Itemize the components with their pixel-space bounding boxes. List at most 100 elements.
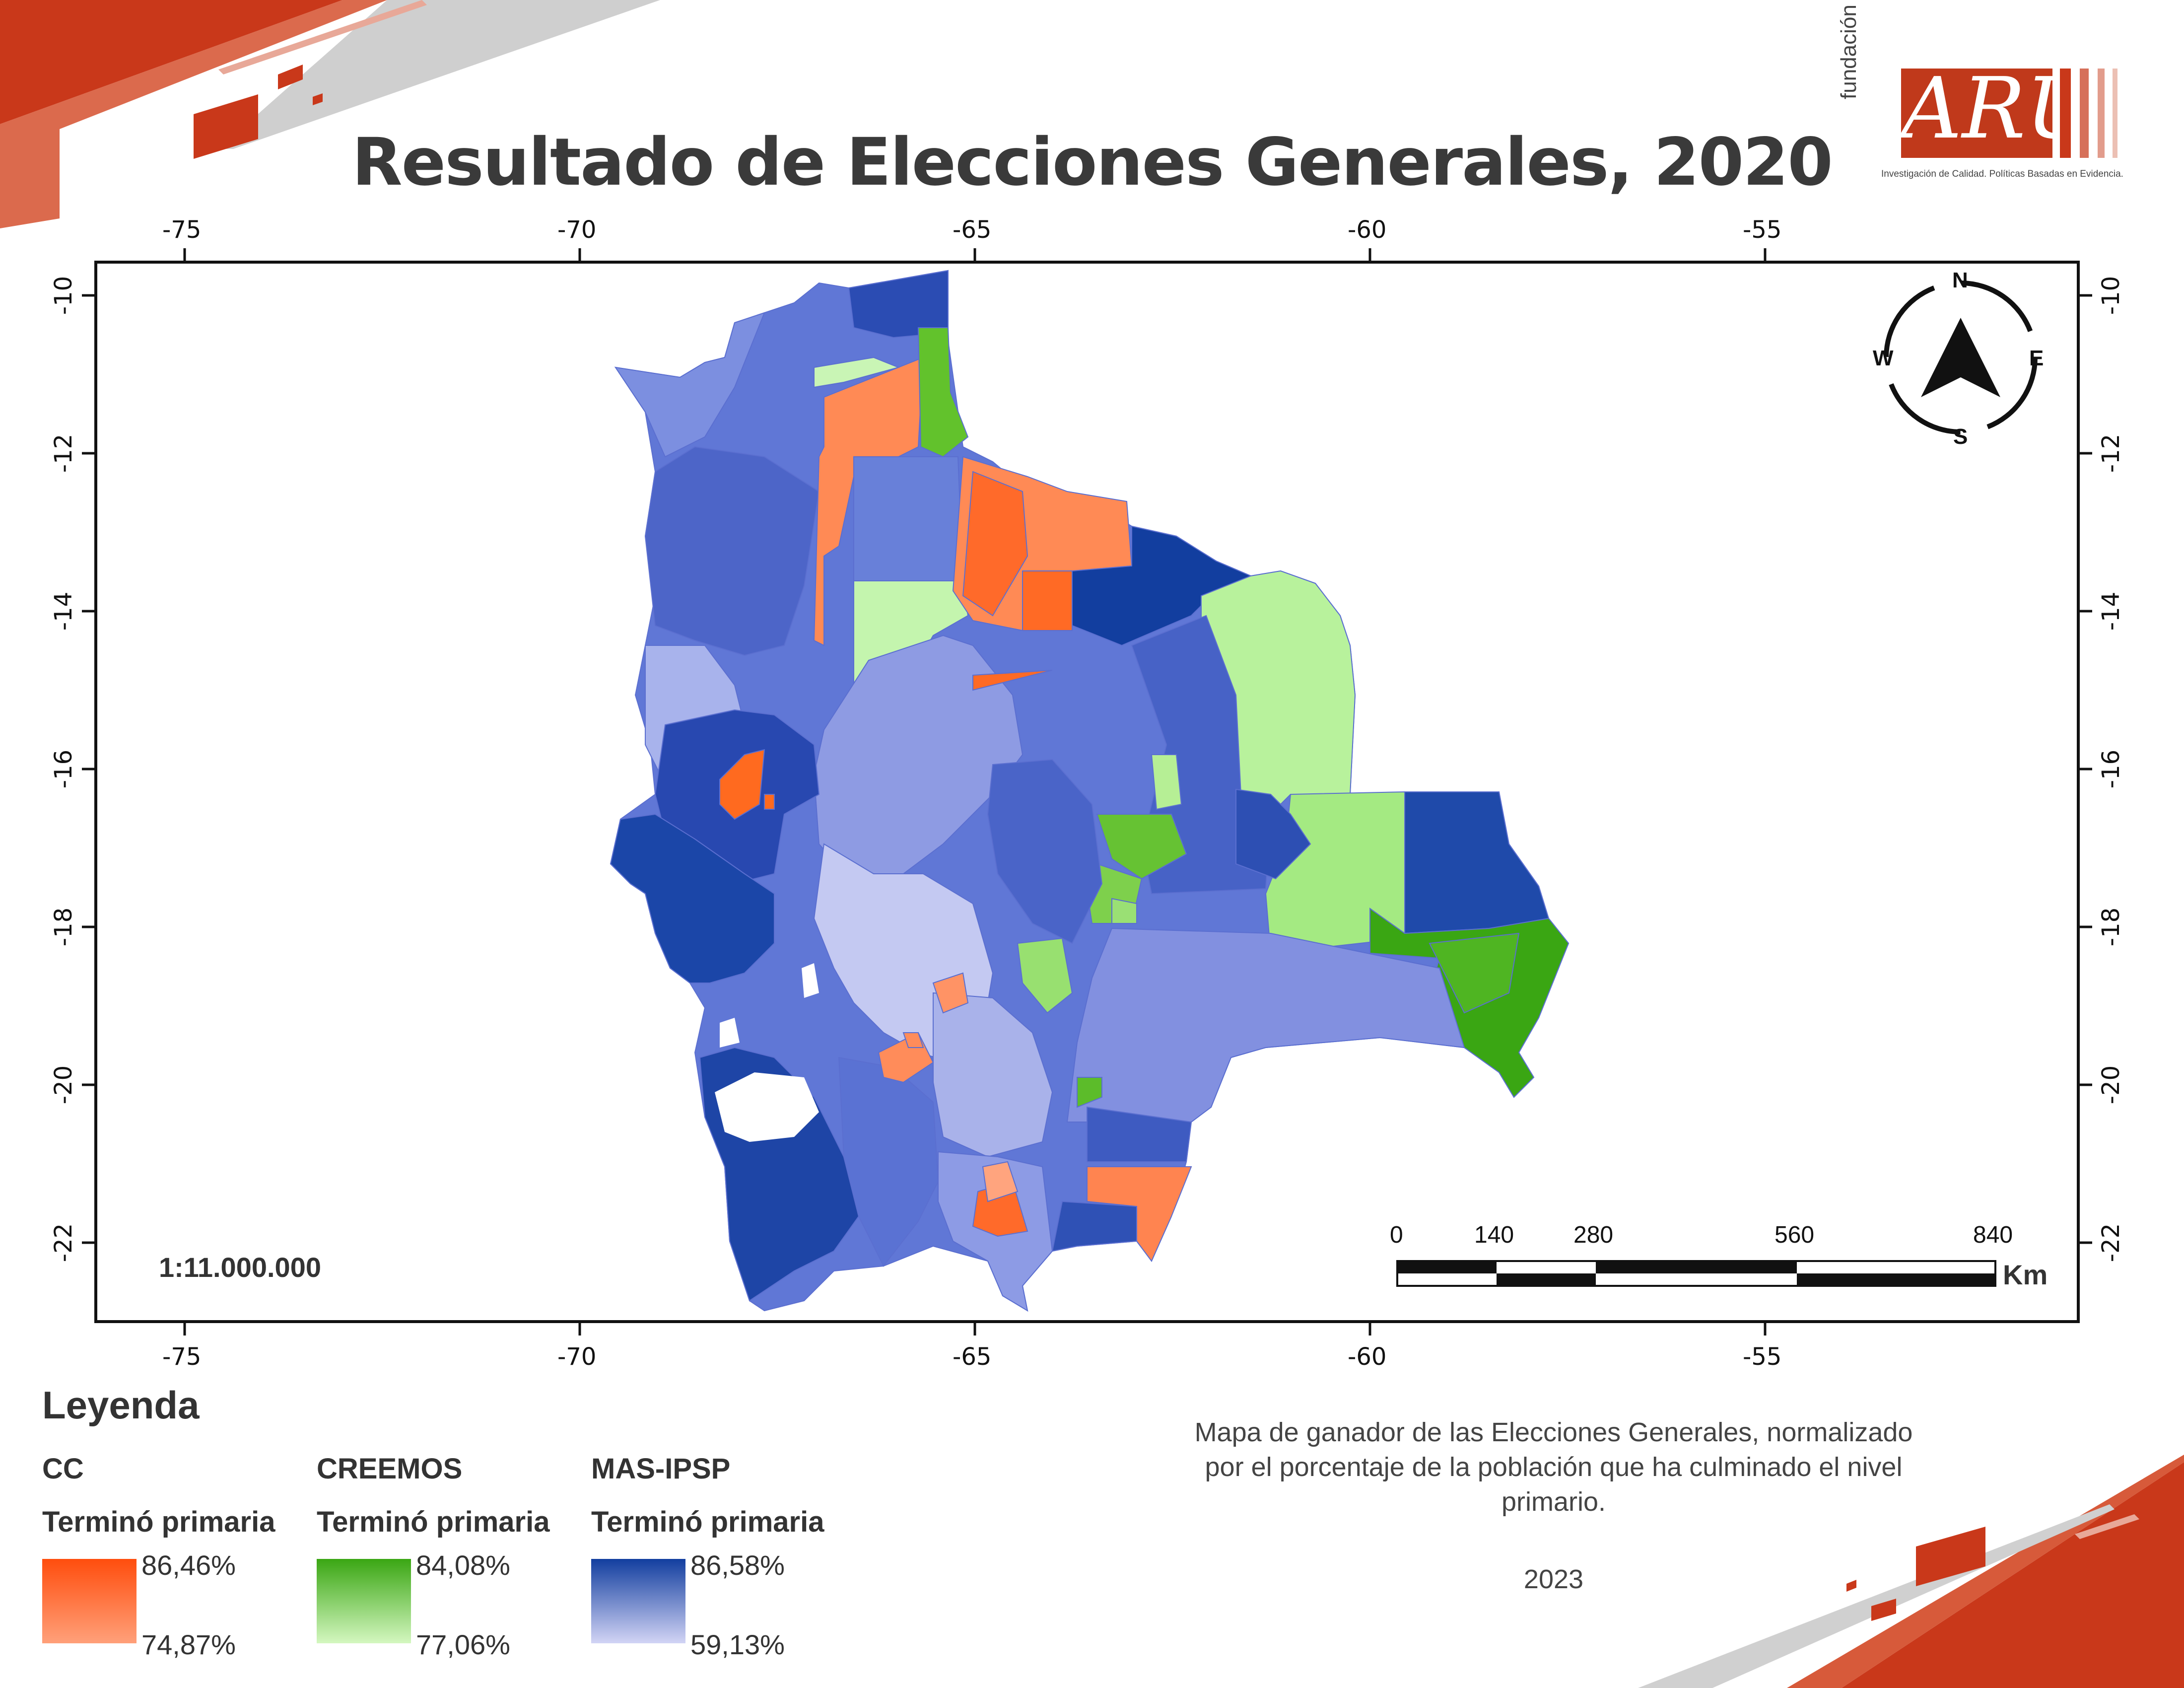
region-beni-west	[853, 456, 964, 581]
bolivia-map	[610, 270, 1570, 1312]
decor-bottom-right	[1638, 1455, 2184, 1688]
region-cc-gran-chaco	[1087, 1166, 1192, 1262]
legend-min: 74,87%	[141, 1629, 236, 1660]
logo-tagline: Investigación de Calidad. Políticas Basa…	[1881, 169, 2123, 179]
y-tick-left-2: -12	[50, 433, 77, 473]
region-mas-san-matias	[1404, 791, 1550, 934]
region-cordillera	[1066, 927, 1465, 1123]
legend-swatch-cc	[42, 1559, 136, 1643]
decor-top-left	[0, 0, 660, 228]
legend-max: 86,46%	[141, 1549, 236, 1581]
legend-max: 84,08%	[416, 1549, 510, 1581]
map-year: 2023	[1523, 1564, 1584, 1594]
y-tick-right-2: -12	[2097, 433, 2125, 473]
compass-west: W	[1873, 346, 1894, 370]
compass-south: S	[1953, 424, 1968, 449]
region-creemos-busch-2	[1429, 932, 1520, 1014]
legend-max: 86,58%	[690, 1549, 785, 1581]
legend-min: 77,06%	[416, 1629, 510, 1660]
legend-party-label: MAS-IPSP	[591, 1453, 731, 1485]
scale-label-840: 840	[1973, 1222, 2013, 1248]
region-chaco-blue	[1051, 1200, 1137, 1252]
y-tick-left-1: -10	[50, 276, 77, 315]
scale-label-280: 280	[1573, 1222, 1614, 1248]
region-creemos-north	[917, 327, 969, 458]
region-oruro-west	[610, 813, 775, 984]
region-cc-la-paz	[719, 749, 765, 820]
region-cochabamba-blue	[987, 759, 1103, 944]
region-cc-tarija-light	[982, 1161, 1019, 1202]
y-tick-right-4: -16	[2097, 749, 2125, 789]
region-cc-la-paz-2	[764, 794, 775, 810]
scale-label-560: 560	[1774, 1222, 1815, 1248]
region-cc-sucre	[932, 972, 969, 1014]
legend-heading: Leyenda	[42, 1383, 200, 1427]
x-tick-bottom-3: -65	[953, 1343, 992, 1371]
region-creemos-center-2	[1111, 898, 1137, 924]
legend-swatch-creemos	[317, 1559, 411, 1643]
y-tick-left-4: -16	[50, 749, 77, 789]
region-nuflo-blue	[1235, 788, 1311, 880]
legend-item-mas-ipsp: MAS-IPSP Terminó primaria 86,58% 59,13%	[591, 1452, 869, 1666]
region-cc-beni-south	[972, 670, 1053, 691]
y-tick-right-1: -10	[2097, 276, 2125, 315]
compass-north: N	[1952, 268, 1968, 292]
region-cc-north	[813, 356, 924, 646]
x-tick-bottom-4: -60	[1348, 1343, 1387, 1371]
x-tick-bottom-1: -75	[162, 1343, 202, 1371]
x-tick-top-5: -55	[1743, 216, 1782, 244]
x-tick-bottom-2: -70	[557, 1343, 597, 1371]
legend-subtitle: Terminó primaria	[591, 1506, 824, 1538]
page-title: Resultado de Elecciones Generales, 2020	[352, 124, 1833, 201]
legend-subtitle: Terminó primaria	[42, 1506, 275, 1538]
region-potosi-mid	[933, 992, 1053, 1158]
scale-label-140: 140	[1474, 1222, 1514, 1248]
y-tick-right-3: -14	[2097, 591, 2125, 631]
region-beni-east	[1072, 525, 1252, 646]
scale-unit: Km	[2003, 1259, 2048, 1290]
region-cc-beni-dark	[962, 471, 1028, 617]
region-pando-west	[614, 312, 765, 458]
x-tick-top-2: -70	[557, 216, 597, 244]
legend-subtitle: Terminó primaria	[317, 1506, 550, 1538]
compass-east: E	[2029, 346, 2044, 370]
region-north-lowlands	[644, 446, 820, 656]
map-description: Mapa de ganador de las Elecciones Genera…	[1194, 1417, 1913, 1517]
scale-ratio: 1:11.000.000	[159, 1252, 321, 1283]
y-tick-right-6: -20	[2097, 1065, 2125, 1105]
legend-item-creemos: CREEMOS Terminó primaria 84,08% 77,06%	[317, 1452, 595, 1666]
salar-uyuni	[715, 1072, 819, 1142]
lake-poopo	[802, 963, 819, 998]
y-tick-left-5: -18	[50, 907, 77, 947]
graticule-ticks	[82, 248, 2092, 1336]
x-tick-top-3: -65	[953, 216, 992, 244]
region-creemos-sc-light	[1017, 937, 1073, 1014]
region-creemos-chuquisaca	[1077, 1077, 1102, 1108]
x-tick-bottom-5: -55	[1743, 1343, 1782, 1371]
y-tick-right-5: -18	[2097, 907, 2125, 947]
legend-swatch-mas-ipsp	[591, 1559, 685, 1643]
region-chuquisaca-east	[1087, 1106, 1192, 1162]
legend-min: 59,13%	[690, 1629, 785, 1660]
legend-party-label: CC	[42, 1453, 84, 1485]
logo-stripes	[2060, 69, 2117, 158]
logo-box	[1901, 69, 2052, 158]
region-creemos-light-north	[814, 356, 900, 388]
y-tick-left-3: -14	[50, 591, 77, 631]
region-creemos-andres-ibanez	[1096, 814, 1187, 880]
legend-item-cc: CC Terminó primaria 86,46% 74,87%	[42, 1452, 320, 1666]
region-cc-beni-red	[1022, 570, 1073, 631]
y-tick-right-7: -22	[2097, 1223, 2125, 1263]
region-creemos-center-light	[1151, 754, 1182, 810]
compass-icon	[1884, 281, 2038, 434]
salar-coipasa	[720, 1018, 740, 1048]
x-tick-top-1: -75	[162, 216, 202, 244]
legend-party-label: CREEMOS	[317, 1453, 463, 1485]
x-tick-top-4: -60	[1348, 216, 1387, 244]
y-tick-left-6: -20	[50, 1065, 77, 1105]
map-frame	[94, 261, 2080, 1323]
scale-bar	[1396, 1260, 1996, 1287]
y-tick-left-7: -22	[50, 1223, 77, 1263]
region-cc-potosi-2	[902, 1032, 924, 1048]
